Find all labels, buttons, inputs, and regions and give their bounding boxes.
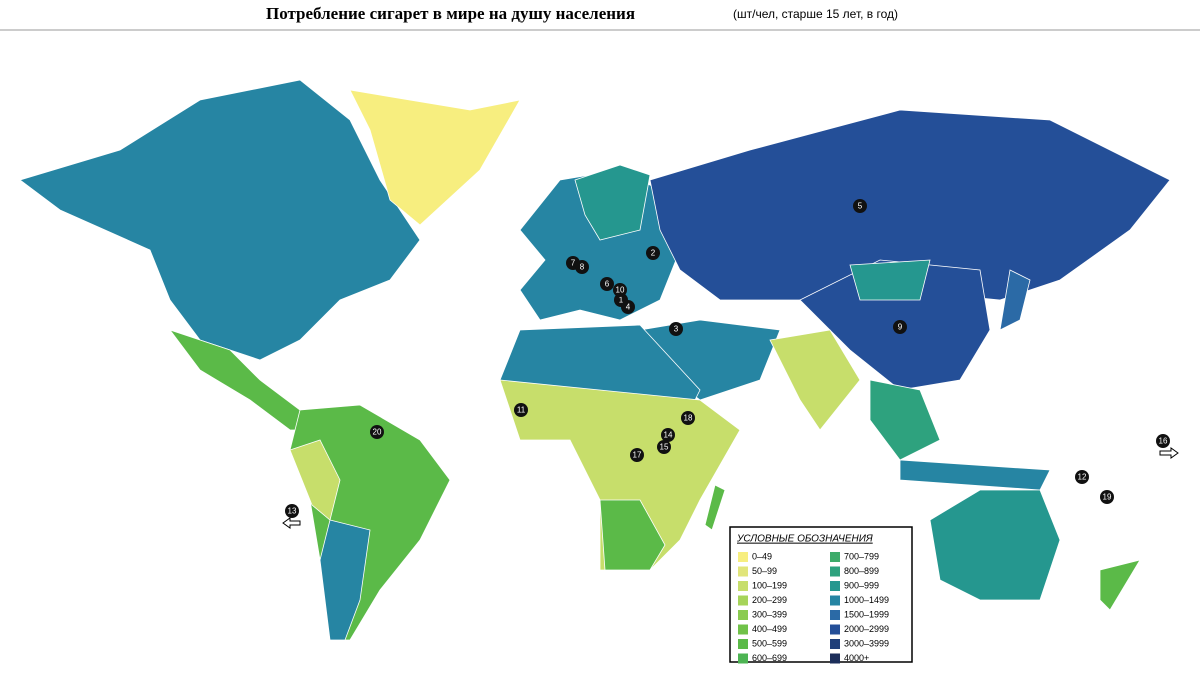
- north-america: [19, 79, 421, 361]
- legend-label: 1500–1999: [844, 609, 889, 619]
- legend-swatch: [830, 624, 840, 635]
- marker-dot: [853, 199, 867, 213]
- marker-label: 17: [633, 451, 642, 460]
- title: Потребление сигарет в мире на душу насел…: [266, 4, 635, 23]
- legend-label: 3000–3999: [844, 638, 889, 648]
- andes: [289, 439, 341, 521]
- marker-label: 16: [1159, 437, 1168, 446]
- marker-dot: [621, 300, 635, 314]
- marker-label: 8: [580, 263, 585, 272]
- marker-label: 15: [660, 443, 669, 452]
- legend-swatch: [830, 595, 840, 606]
- marker-label: 20: [373, 428, 382, 437]
- southeast-asia: [869, 379, 941, 461]
- russia: [649, 109, 1171, 301]
- legend: УСЛОВНЫЕ ОБОЗНАЧЕНИЯ 0–49 50–99 100–199 200…: [729, 526, 913, 664]
- marker-dot: [669, 322, 683, 336]
- legend-label: 500–599: [752, 638, 787, 648]
- marker-label: 13: [288, 507, 297, 516]
- scandinavia: [574, 164, 651, 241]
- madagascar: [704, 484, 726, 531]
- marker-dot: [600, 277, 614, 291]
- legend-label: 300–399: [752, 609, 787, 619]
- marker-label: 9: [898, 323, 903, 332]
- southern-africa: [599, 499, 666, 571]
- legend-swatch: [738, 610, 748, 620]
- legend-swatch: [738, 595, 748, 606]
- legend-swatch: [830, 566, 840, 577]
- legend-swatch: [738, 639, 748, 649]
- legend-title: УСЛОВНЫЕ ОБОЗНАЧЕНИЯ: [736, 534, 873, 545]
- marker-dot: [681, 411, 695, 425]
- marker-dot: [613, 283, 627, 297]
- marker-label: 1: [619, 296, 624, 305]
- legend-swatch: [738, 581, 748, 591]
- legend-swatch: [830, 653, 840, 664]
- marker-dot: [370, 425, 384, 439]
- legend-swatch: [830, 610, 840, 620]
- japan: [999, 269, 1031, 331]
- marker-dot: [575, 260, 589, 274]
- arrow-left: [282, 517, 301, 529]
- marker-label: 10: [616, 286, 625, 295]
- marker-label: 11: [517, 406, 526, 415]
- subtitle: (шт/чел, старше 15 лет, в год): [733, 7, 898, 21]
- marker-label: 2: [651, 249, 656, 258]
- marker-dot: [1075, 470, 1089, 484]
- marker-label: 3: [674, 325, 679, 334]
- marker-label: 19: [1103, 493, 1112, 502]
- australia: [929, 489, 1061, 601]
- marker-dot: [657, 440, 671, 454]
- land: [19, 79, 1171, 641]
- southern-cone: [319, 519, 371, 641]
- legend-box: [729, 526, 913, 663]
- marker-label: 14: [664, 431, 673, 440]
- marker-dot: [893, 320, 907, 334]
- legend-label: 800–899: [844, 566, 879, 576]
- legend-label: 400–499: [752, 624, 787, 634]
- legend-swatch: [830, 581, 840, 591]
- new-zealand: [1099, 559, 1141, 611]
- legend-label: 700–799: [844, 551, 879, 561]
- legend-swatch: [830, 639, 840, 649]
- legend-label: 0–49: [752, 551, 772, 561]
- marker-dot: [1100, 490, 1114, 504]
- marker-label: 4: [626, 303, 631, 312]
- india: [769, 329, 861, 431]
- marker-label: 5: [858, 202, 863, 211]
- marker-dot: [514, 403, 528, 417]
- legend-swatch: [830, 552, 840, 562]
- south-america: [289, 404, 451, 641]
- legend-label: 100–199: [752, 580, 787, 590]
- legend-swatch: [738, 566, 748, 577]
- greenland: [349, 89, 521, 226]
- marker-dot: [630, 448, 644, 462]
- legend-label: 4000+: [844, 653, 869, 663]
- indonesia: [899, 459, 1051, 491]
- legend-label: 600–699: [752, 653, 787, 663]
- marker-label: 7: [571, 259, 576, 268]
- legend-label: 900–999: [844, 580, 879, 590]
- legend-label: 2000–2999: [844, 624, 889, 634]
- marker-label: 12: [1078, 473, 1087, 482]
- marker-dot: [1156, 434, 1170, 448]
- marker-dot: [285, 504, 299, 518]
- legend-label: 200–299: [752, 595, 787, 605]
- legend-label: 1000–1499: [844, 595, 889, 605]
- legend-swatch: [738, 653, 748, 664]
- marker-label: 18: [684, 414, 693, 423]
- legend-swatch: [738, 552, 748, 562]
- marker-dot: [661, 428, 675, 442]
- arrows: [282, 447, 1179, 529]
- arrow-right: [1159, 447, 1179, 459]
- marker-dot: [646, 246, 660, 260]
- marker-label: 6: [605, 280, 610, 289]
- legend-label: 50–99: [752, 566, 777, 576]
- legend-swatch: [738, 624, 748, 635]
- mongolia: [849, 259, 931, 301]
